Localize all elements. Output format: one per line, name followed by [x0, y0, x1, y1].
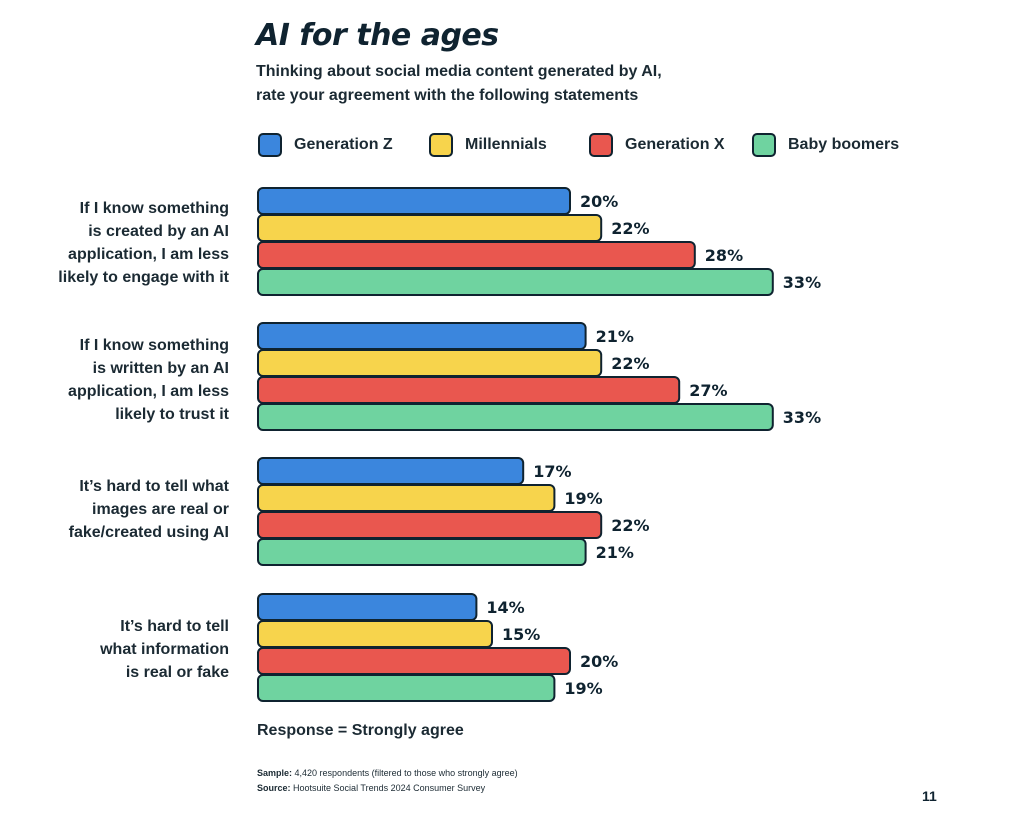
bar-generation-x-cat-4 [257, 647, 571, 675]
sample-text: 4,420 respondents (filtered to those who… [294, 768, 518, 778]
chart-title: AI for the ages [256, 18, 499, 53]
data-label-generation-z-cat-3: 17% [533, 462, 571, 481]
data-label-generation-z-cat-1: 20% [580, 192, 618, 211]
legend-item-millennials: Millennials [429, 130, 547, 160]
legend-swatch [589, 133, 613, 157]
bar-millennials-cat-1 [257, 214, 603, 242]
data-label-millennials-cat-1: 22% [611, 219, 649, 238]
bar-generation-z-cat-1 [257, 187, 571, 215]
legend-label: Generation X [625, 136, 725, 153]
bar-millennials-cat-4 [257, 620, 493, 648]
data-label-baby-boomers-cat-4: 19% [564, 679, 602, 698]
category-label-engage: If I know something is created by an AI … [20, 197, 229, 289]
bar-baby-boomers-cat-1 [257, 268, 774, 296]
category-label-line: is created by an AI [88, 223, 229, 240]
bar-baby-boomers-cat-3 [257, 538, 587, 566]
data-label-baby-boomers-cat-1: 33% [783, 273, 821, 292]
legend-label: Baby boomers [788, 136, 900, 153]
data-label-generation-z-cat-4: 14% [486, 598, 524, 617]
subtitle-line: rate your agreement with the following s… [256, 87, 639, 104]
bar-baby-boomers-cat-4 [257, 674, 556, 702]
page-number: 11 [922, 788, 937, 804]
data-label-generation-z-cat-2: 21% [596, 327, 634, 346]
category-label-line: images are real or [92, 501, 229, 518]
legend-label: Generation Z [294, 136, 393, 153]
legend-item-generation-z: Generation Z [258, 130, 393, 160]
category-label-information: It’s hard to tell what information is re… [20, 615, 229, 684]
category-label-line: It’s hard to tell what [79, 478, 229, 495]
legend: Generation Z Millennials Generation X Ba… [0, 130, 1024, 160]
data-label-millennials-cat-2: 22% [611, 354, 649, 373]
source-label: Source: [257, 783, 291, 793]
category-label-line: is real or fake [125, 664, 229, 681]
category-label-line: what information [100, 641, 229, 658]
category-label-line: If I know something [79, 200, 229, 217]
bar-generation-x-cat-3 [257, 511, 603, 539]
legend-item-baby-boomers: Baby boomers [752, 130, 899, 160]
data-label-generation-x-cat-2: 27% [689, 381, 727, 400]
source-text: Hootsuite Social Trends 2024 Consumer Su… [293, 783, 486, 793]
category-label-images: It’s hard to tell what images are real o… [20, 475, 229, 544]
subtitle-line: Thinking about social media content gene… [256, 63, 662, 80]
bar-millennials-cat-3 [257, 484, 556, 512]
category-label-line: fake/created using AI [68, 524, 229, 541]
legend-swatch [752, 133, 776, 157]
sample-label: Sample: [257, 768, 293, 778]
category-label-trust: If I know something is written by an AI … [20, 334, 229, 426]
bar-millennials-cat-2 [257, 349, 603, 377]
bar-baby-boomers-cat-2 [257, 403, 774, 431]
bar-generation-x-cat-1 [257, 241, 696, 269]
bar-generation-z-cat-3 [257, 457, 525, 485]
chart-subtitle: Thinking about social media content gene… [256, 60, 776, 108]
category-label-line: likely to engage with it [58, 269, 229, 286]
legend-swatch [429, 133, 453, 157]
data-label-generation-x-cat-4: 20% [580, 652, 618, 671]
category-label-line: likely to trust it [115, 406, 229, 423]
data-label-millennials-cat-3: 19% [564, 489, 602, 508]
category-label-line: It’s hard to tell [120, 618, 229, 635]
data-label-baby-boomers-cat-2: 33% [783, 408, 821, 427]
data-label-millennials-cat-4: 15% [502, 625, 540, 644]
bar-generation-x-cat-2 [257, 376, 681, 404]
data-label-generation-x-cat-1: 28% [705, 246, 743, 265]
category-label-line: application, I am less [68, 246, 229, 263]
response-note: Response = Strongly agree [257, 722, 464, 739]
data-label-baby-boomers-cat-3: 21% [596, 543, 634, 562]
category-label-line: If I know something [79, 337, 229, 354]
sample-note: Sample: 4,420 respondents (filtered to t… [257, 766, 518, 780]
category-label-line: application, I am less [68, 383, 229, 400]
legend-swatch [258, 133, 282, 157]
source-note: Source: Hootsuite Social Trends 2024 Con… [257, 781, 485, 795]
legend-item-generation-x: Generation X [589, 130, 725, 160]
category-label-line: is written by an AI [92, 360, 229, 377]
bar-generation-z-cat-4 [257, 593, 478, 621]
legend-label: Millennials [465, 136, 547, 153]
bar-generation-z-cat-2 [257, 322, 587, 350]
data-label-generation-x-cat-3: 22% [611, 516, 649, 535]
